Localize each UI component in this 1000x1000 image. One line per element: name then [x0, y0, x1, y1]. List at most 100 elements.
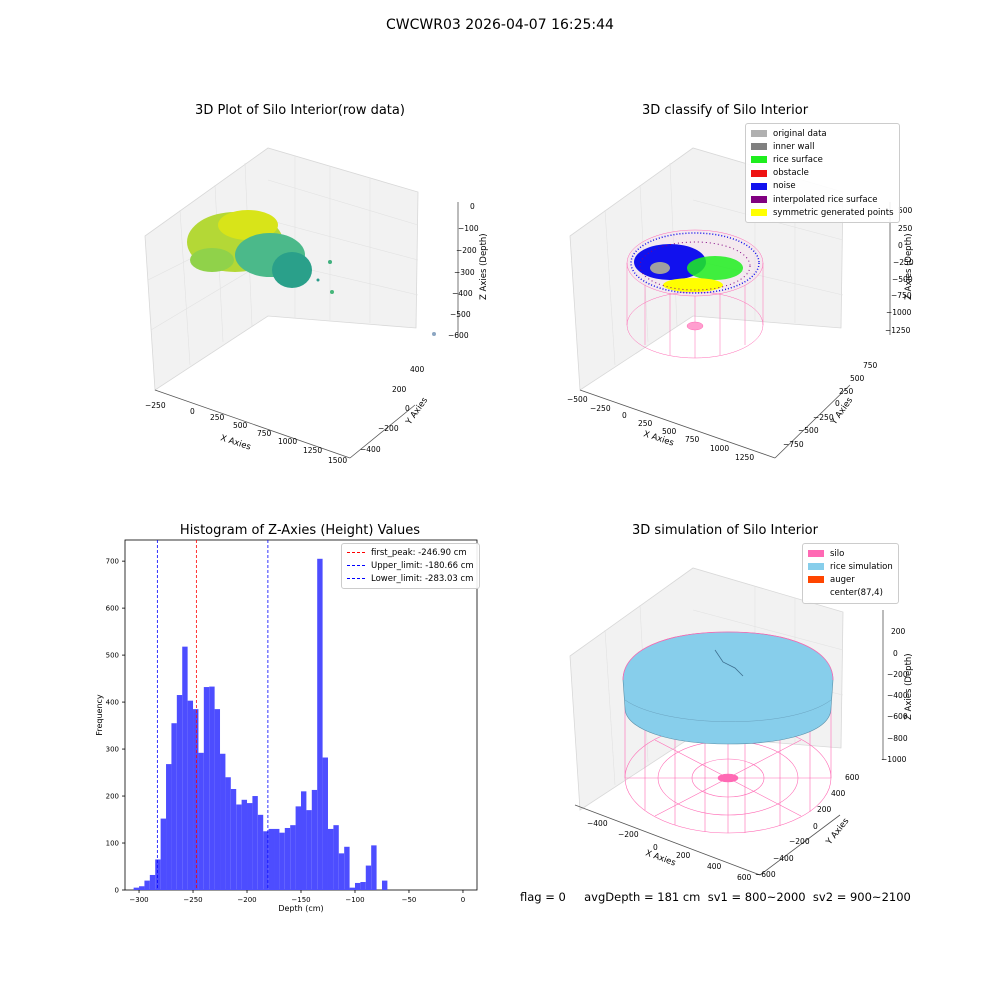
- histogram-bar: [214, 709, 221, 890]
- simulation-y-tick: 200: [817, 805, 832, 814]
- legend-swatch: [751, 182, 767, 190]
- classify-z-tick: −750: [891, 291, 912, 300]
- legend-swatch: [751, 196, 767, 204]
- classify-x-tick: 500: [662, 427, 677, 436]
- simulation-x-tick: 600: [737, 873, 752, 882]
- simulation-z-tick: 0: [893, 649, 898, 658]
- histogram-bar: [301, 791, 307, 890]
- simulation-z-tick: −800: [887, 734, 908, 743]
- histogram-bar: [279, 832, 285, 890]
- legend-swatch: [751, 209, 767, 217]
- classify-z-tick: 250: [898, 224, 913, 233]
- legend-label: noise: [773, 181, 796, 192]
- legend-item: Lower_limit: -283.03 cm: [347, 572, 474, 585]
- raw-z-label: Z Axies (Depth): [479, 233, 489, 300]
- classify-z-tick: −250: [893, 258, 914, 267]
- classify-x-tick: 0: [622, 411, 627, 420]
- legend-label: inner wall: [773, 141, 815, 152]
- histogram-bar: [268, 828, 275, 890]
- histogram-x-label: Depth (cm): [278, 904, 323, 913]
- histogram-chart: −300 −250 −200 −150 −100 −50 0 0 100 200 300 400 50…: [95, 539, 478, 913]
- raw-z-tick: −200: [456, 246, 477, 255]
- classify-y-tick: 250: [839, 387, 854, 396]
- histogram-bars: [133, 558, 388, 890]
- histogram-bar: [327, 828, 334, 890]
- raw-z-tick: −100: [458, 224, 479, 233]
- simulation-x-tick: 200: [676, 851, 691, 860]
- histogram-y-tick-label: 500: [106, 652, 119, 660]
- simulation-x-tick: 400: [707, 862, 722, 871]
- legend-item: interpolated rice surface: [751, 193, 894, 206]
- histogram-x-tick-label: −200: [237, 896, 256, 904]
- classify-y-tick: −750: [783, 440, 804, 449]
- histogram-bar: [133, 887, 140, 890]
- classify-z-tick: −1000: [886, 308, 912, 317]
- classify-x-tick: 1250: [735, 453, 754, 462]
- legend-label: interpolated rice surface: [773, 194, 878, 205]
- classify-x-tick: 250: [638, 419, 653, 428]
- legend-label: symmetric generated points: [773, 207, 894, 218]
- legend-label: Upper_limit: -180.66 cm: [371, 560, 474, 571]
- classify-point-cloud: [630, 232, 760, 294]
- raw-x-axis-line: [154, 389, 351, 459]
- simulation-z-tick: −400: [887, 691, 908, 700]
- histogram-y-tick-label: 100: [106, 840, 119, 848]
- histogram-bar: [203, 687, 210, 890]
- legend-item: rice surface: [751, 153, 894, 166]
- classify-y-tick: −250: [813, 413, 834, 422]
- legend-label: rice simulation: [830, 561, 893, 572]
- histogram-bar: [209, 686, 215, 890]
- simulation-legend: silo rice simulation auger center(87,4): [802, 543, 899, 604]
- histogram-bar: [149, 874, 156, 890]
- histogram-bar: [171, 723, 177, 890]
- classify-z-label: Z Axies (Depth): [904, 233, 914, 300]
- classify-y-label: Y Axies: [829, 395, 856, 427]
- histogram-bar: [257, 814, 264, 890]
- classify-x-tick: 1000: [710, 444, 729, 453]
- raw-x-tick: 750: [257, 429, 272, 438]
- histogram-bar: [139, 886, 145, 890]
- status-footer: flag = 0 avgDepth = 181 cm sv1 = 800~200…: [520, 890, 911, 904]
- histogram-x-tick-label: −50: [402, 896, 417, 904]
- histogram-legend: first_peak: -246.90 cm Upper_limit: -180…: [341, 543, 480, 589]
- legend-label: rice surface: [773, 154, 823, 165]
- legend-swatch: [808, 550, 824, 558]
- legend-label: Lower_limit: -283.03 cm: [371, 573, 474, 584]
- simulation-y-tick: −400: [773, 854, 794, 863]
- histogram-bar: [306, 810, 312, 890]
- histogram-bar: [311, 789, 318, 890]
- classify-y-tick: 750: [863, 361, 878, 370]
- legend-item: inner wall: [751, 140, 894, 153]
- histogram-bar: [338, 853, 345, 890]
- classify-x-tick: 750: [685, 435, 700, 444]
- raw-z-tick: −400: [452, 289, 473, 298]
- histogram-bar: [354, 882, 361, 890]
- legend-swatch: [808, 590, 824, 597]
- classify-x-tick: −250: [590, 404, 611, 413]
- histogram-bar: [182, 646, 188, 890]
- histogram-bar: [220, 753, 226, 890]
- histogram-bar: [176, 695, 183, 890]
- simulation-plot-title: 3D simulation of Silo Interior: [632, 523, 818, 538]
- simulation-y-tick: 600: [845, 773, 860, 782]
- raw-z-tick: 0: [470, 202, 475, 211]
- legend-line: [347, 578, 365, 580]
- classify-z-tick: 500: [898, 206, 913, 215]
- legend-label: center(87,4): [830, 588, 883, 599]
- histogram-bar: [349, 887, 355, 890]
- histogram-x-tick-label: −300: [129, 896, 148, 904]
- classify-x-tick: −500: [567, 395, 588, 404]
- histogram-y-ticks: 0 100 200 300 400 500 600 700: [106, 558, 125, 895]
- raw-z-tick: −300: [454, 268, 475, 277]
- simulation-y-tick: −200: [789, 837, 810, 846]
- legend-label: original data: [773, 128, 827, 139]
- simulation-z-label: Z Axies (Depth): [904, 653, 914, 720]
- raw-y-tick: 400: [410, 365, 425, 374]
- histogram-bar: [371, 845, 377, 890]
- legend-item: original data: [751, 127, 894, 140]
- simulation-y-tick: 0: [813, 822, 818, 831]
- legend-item: auger: [808, 573, 893, 586]
- legend-line: [347, 552, 365, 554]
- simulation-x-tick: −200: [618, 830, 639, 839]
- simulation-z-tick: 200: [891, 627, 906, 636]
